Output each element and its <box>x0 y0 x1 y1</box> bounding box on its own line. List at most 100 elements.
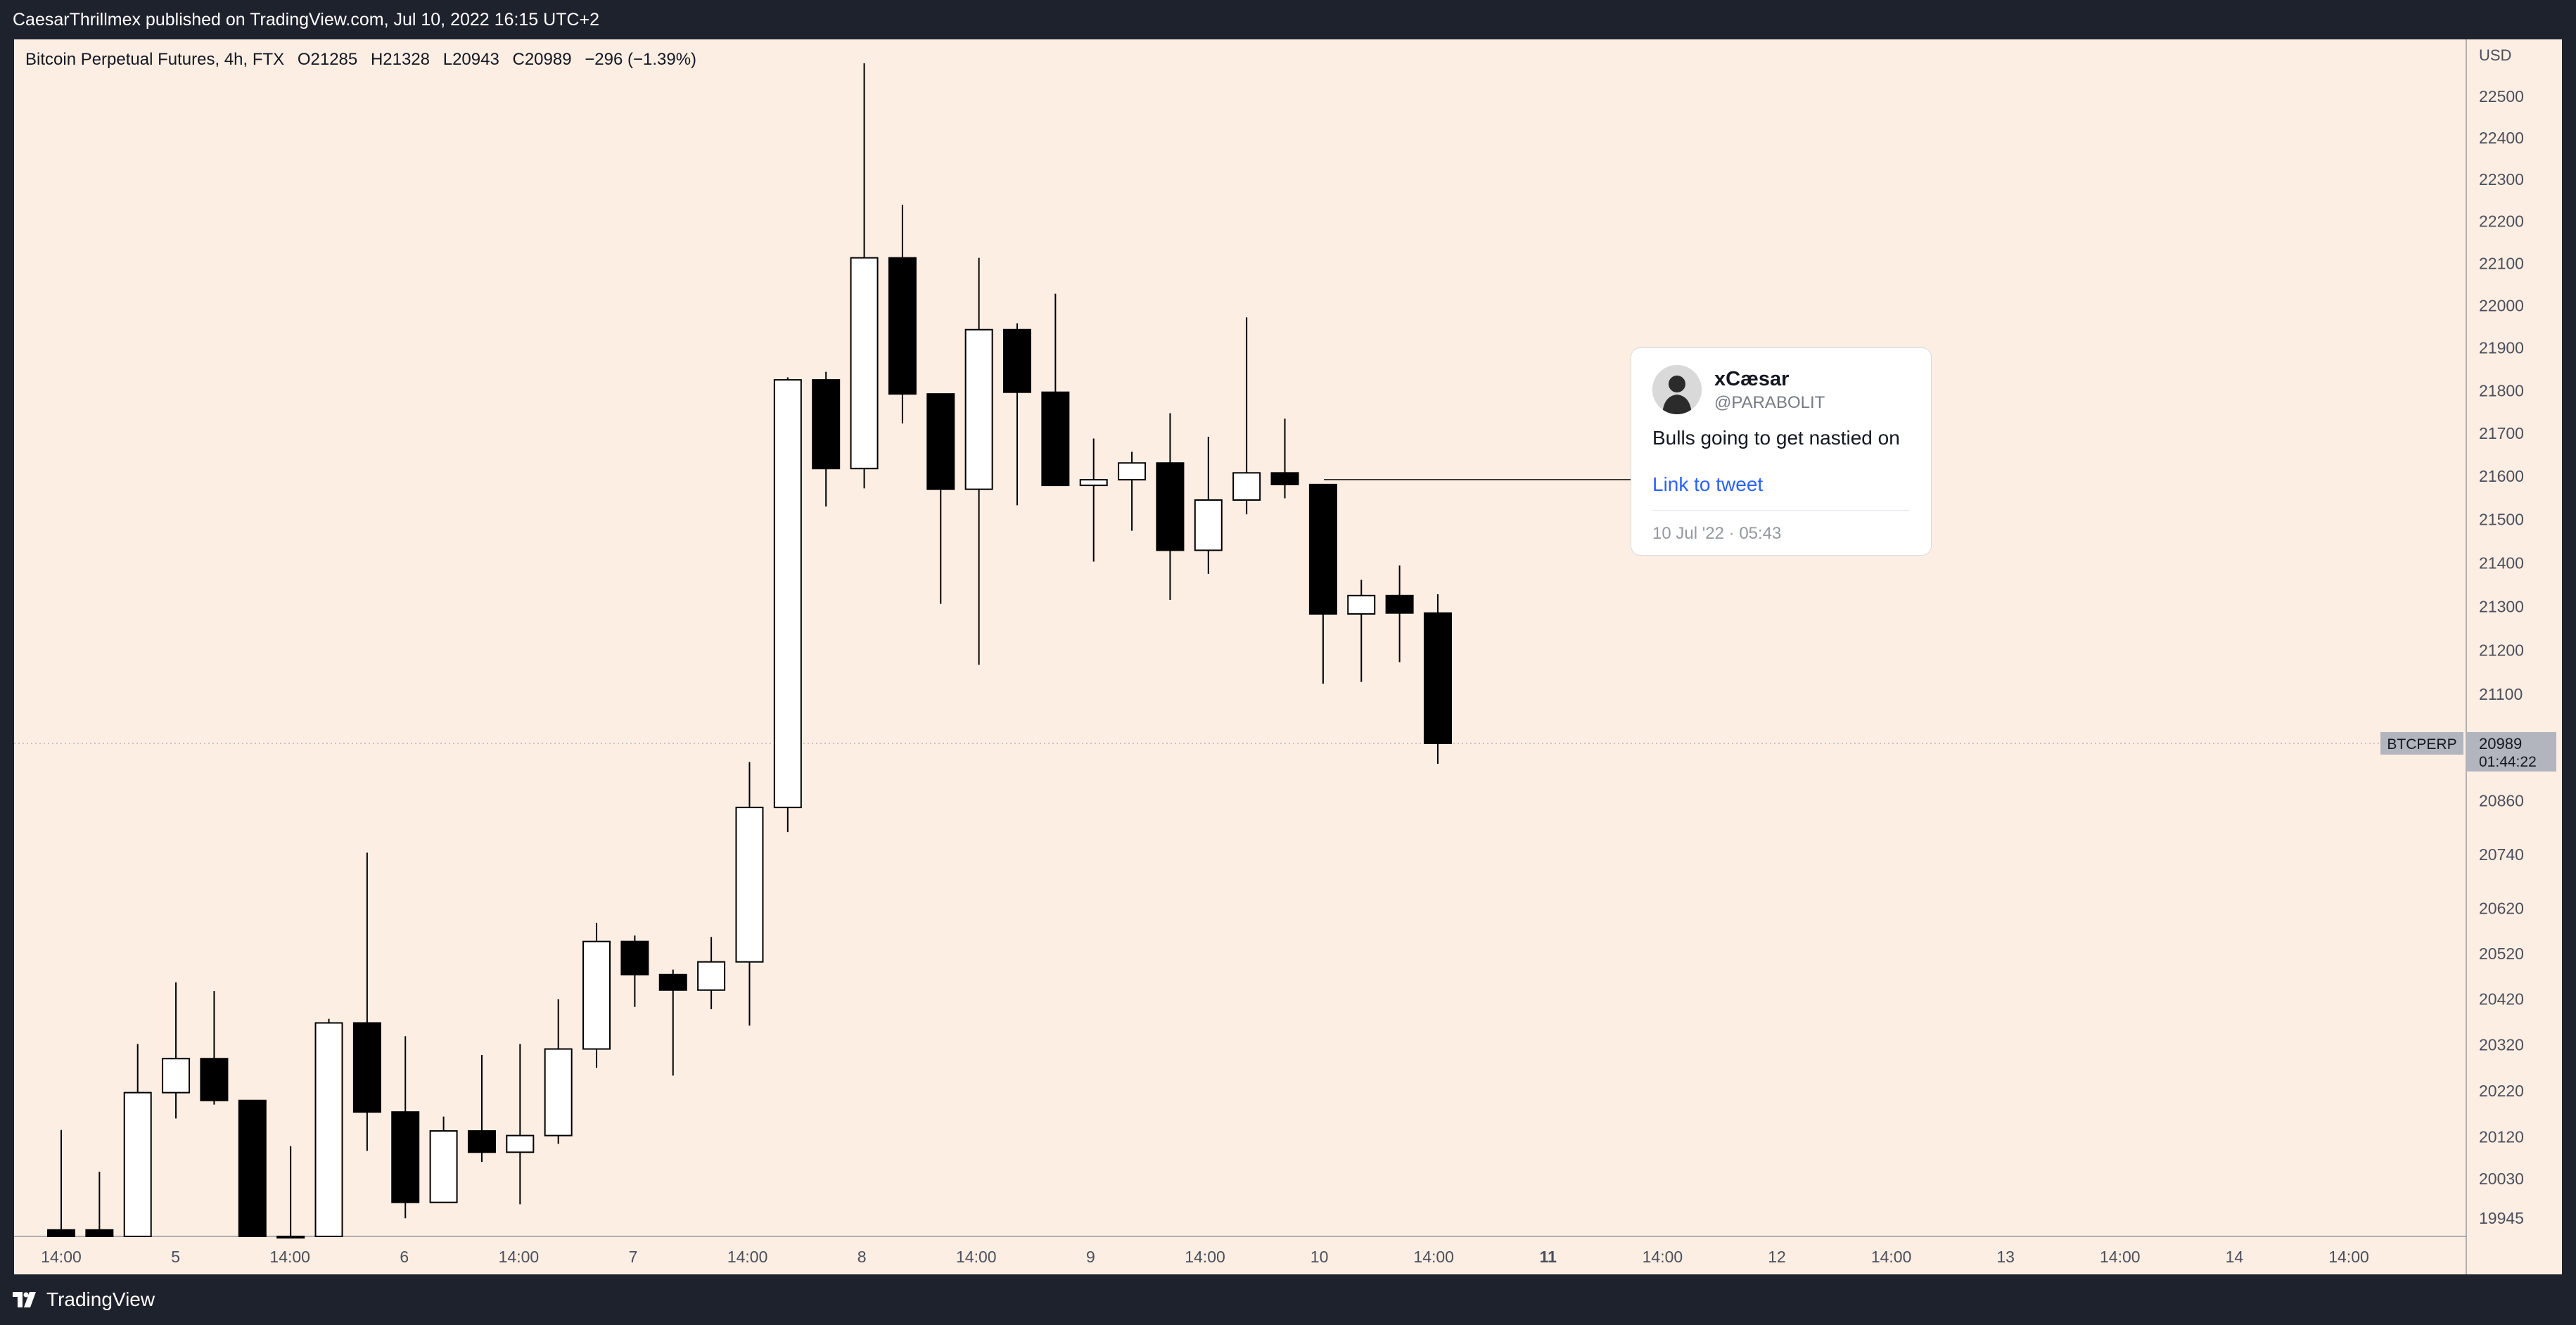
time-tick-label: 11 <box>1540 1248 1557 1266</box>
legend-title: Bitcoin Perpetual Futures, 4h, FTX <box>25 50 284 69</box>
candle-body[interactable] <box>582 940 611 1050</box>
candle-body[interactable] <box>1385 594 1414 614</box>
candle-body[interactable] <box>658 973 687 991</box>
price-tick-label: 21600 <box>2479 467 2524 485</box>
price-tick-label: 21900 <box>2479 339 2524 357</box>
price-tick-label: 19945 <box>2479 1209 2524 1227</box>
candle-body[interactable] <box>238 1099 267 1238</box>
chart-background <box>14 39 2466 1236</box>
symbol-badge-text: BTCPERP <box>2387 736 2456 753</box>
candle-body[interactable] <box>429 1130 458 1203</box>
candle-body[interactable] <box>1347 594 1376 615</box>
last-price-badge <box>2466 732 2556 772</box>
candle-body[interactable] <box>812 379 841 470</box>
price-tick-label: 20520 <box>2479 945 2524 963</box>
time-axis-background <box>14 1236 2466 1274</box>
candle-body[interactable] <box>1003 328 1031 393</box>
time-tick-label: 14:00 <box>41 1248 82 1266</box>
candle-body[interactable] <box>697 961 726 991</box>
tweet-divider <box>1652 510 1910 511</box>
time-tick-label: 14:00 <box>499 1248 540 1266</box>
candle-body[interactable] <box>1308 483 1337 615</box>
candles-group <box>47 63 1452 1238</box>
chart-area[interactable]: 22500 22400 22300 22200 22100 22000 21900 21800… <box>0 0 2576 1274</box>
price-tick-label: 20220 <box>2479 1082 2524 1100</box>
candle-body[interactable] <box>1079 479 1108 487</box>
candle-body[interactable] <box>123 1092 152 1238</box>
currency-label: USD <box>2479 46 2511 64</box>
price-tick-label: 21100 <box>2479 685 2523 703</box>
time-ticks-group: 14:00 5 14:00 6 14:00 7 14:00 8 14:00 9 14:00 10 14:… <box>41 1248 2369 1266</box>
time-tick-label: 14:00 <box>1643 1248 1683 1266</box>
candle-body[interactable] <box>352 1022 381 1113</box>
time-tick-label: 9 <box>1086 1248 1095 1266</box>
candle-body[interactable] <box>85 1229 114 1237</box>
symbol-badge <box>2380 732 2463 755</box>
tweet-author-name: xCæsar <box>1714 368 1790 390</box>
candle-body[interactable] <box>391 1111 420 1203</box>
time-tick-label: 6 <box>400 1248 409 1266</box>
candle-body[interactable] <box>1232 472 1261 501</box>
time-tick-label: 12 <box>1768 1248 1786 1266</box>
tweet-card[interactable]: xCæsar @PARABOLIT Bulls going to get nas… <box>1631 347 1932 556</box>
price-tick-label: 20860 <box>2479 792 2524 810</box>
price-tick-label: 22200 <box>2479 212 2524 231</box>
candle-body[interactable] <box>276 1236 305 1238</box>
time-tick-label: 7 <box>629 1248 638 1266</box>
publish-info: CaesarThrillmex published on TradingView… <box>13 10 600 30</box>
tradingview-brand: TradingView <box>46 1288 155 1310</box>
candle-body[interactable] <box>1118 462 1147 481</box>
candle-body[interactable] <box>620 940 649 975</box>
price-tick-label: 21200 <box>2479 641 2524 660</box>
candle-body[interactable] <box>314 1022 343 1237</box>
time-tick-label: 10 <box>1311 1248 1329 1266</box>
legend-close-label: C <box>512 50 524 69</box>
legend-line: Bitcoin Perpetual Futures, 4h, FTX O2128… <box>25 50 696 69</box>
legend-high-label: H <box>371 50 383 69</box>
price-tick-label: 20420 <box>2479 990 2524 1009</box>
candle-body[interactable] <box>773 379 802 809</box>
price-tick-label: 21700 <box>2479 424 2524 442</box>
candle-body[interactable] <box>1041 391 1070 487</box>
price-axis-background <box>2466 39 2562 1274</box>
candle-body[interactable] <box>888 257 917 395</box>
candle-body[interactable] <box>964 328 993 490</box>
candle-body[interactable] <box>200 1058 229 1101</box>
candle-body[interactable] <box>1270 472 1299 485</box>
price-tick-label: 21800 <box>2479 381 2524 399</box>
price-tick-label: 20740 <box>2479 845 2524 864</box>
candle-body[interactable] <box>1156 462 1185 551</box>
time-tick-label: 14:00 <box>1413 1248 1454 1266</box>
time-tick-label: 14:00 <box>727 1248 768 1266</box>
legend-open-label: O <box>298 50 311 69</box>
legend-low: 20943 <box>452 50 499 69</box>
time-tick-label: 14:00 <box>1871 1248 1912 1266</box>
price-tick-label: 22100 <box>2479 254 2524 272</box>
tradingview-logo[interactable]: TradingView <box>13 1288 155 1311</box>
time-tick-label: 14:00 <box>956 1248 997 1266</box>
candle-body[interactable] <box>47 1229 75 1237</box>
price-tick-label: 20320 <box>2479 1036 2524 1054</box>
time-tick-label: 8 <box>857 1248 867 1266</box>
tradingview-logo-icon <box>13 1292 36 1307</box>
price-tick-label: 21500 <box>2479 511 2524 529</box>
candle-body[interactable] <box>1423 612 1452 745</box>
candle-body[interactable] <box>850 257 879 470</box>
tweet-link[interactable]: Link to tweet <box>1652 473 1764 495</box>
price-tick-label: 22400 <box>2479 129 2524 147</box>
avatar <box>1652 365 1702 414</box>
candle-body[interactable] <box>926 393 955 490</box>
time-tick-label: 13 <box>1996 1248 2015 1266</box>
bar-countdown: 01:44:22 <box>2479 754 2537 770</box>
candle-body[interactable] <box>735 807 764 963</box>
tweet-text: Bulls going to get nastied on <box>1652 427 1900 449</box>
price-tick-label: 20620 <box>2479 900 2524 918</box>
time-tick-label: 14:00 <box>269 1248 310 1266</box>
price-tick-label: 22000 <box>2479 296 2524 314</box>
candle-body[interactable] <box>506 1134 535 1153</box>
candle-body[interactable] <box>467 1130 496 1153</box>
candle-body[interactable] <box>544 1048 573 1137</box>
candle-body[interactable] <box>1194 499 1223 551</box>
time-tick-label: 14:00 <box>1185 1248 1225 1266</box>
candle-body[interactable] <box>162 1058 191 1094</box>
